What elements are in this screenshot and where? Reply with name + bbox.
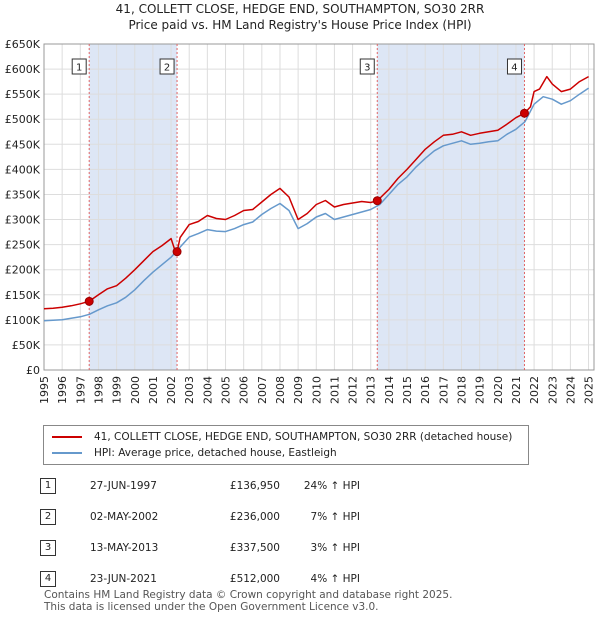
transactions-table: 1 27-JUN-1997 £136,950 24% ↑ HPI 2 02-MA… [40,470,360,594]
sale-marker-label: 2 [164,63,170,74]
chart-title-line1: 41, COLLETT CLOSE, HEDGE END, SOUTHAMPTO… [115,2,485,16]
sale-point [519,108,529,118]
x-tick-label: 2022 [528,376,541,404]
sale-number-badge: 2 [40,508,56,525]
x-tick-label: 2015 [401,376,414,404]
sale-date: 23-JUN-2021 [90,572,157,585]
x-tick-label: 2013 [365,376,378,404]
sale-hpi-change: 3% ↑ HPI [310,541,360,554]
sale-number-badge: 1 [40,477,56,494]
x-tick-label: 2011 [328,376,341,404]
x-tick-label: 2005 [220,376,233,404]
x-tick-label: 2001 [147,376,160,404]
legend-swatch-hpi [52,452,82,454]
x-tick-label: 1996 [56,376,69,404]
sale-date: 13-MAY-2013 [90,541,159,554]
x-tick-label: 1999 [111,376,124,404]
x-tick-label: 2018 [455,376,468,404]
chart-title-line2: Price paid vs. HM Land Registry's House … [128,18,472,32]
footer-copyright: Contains HM Land Registry data © Crown c… [44,589,453,601]
x-tick-label: 2010 [310,376,323,404]
sale-marker-box [506,58,522,75]
y-tick-label: £150K [5,289,41,302]
sale-price: £512,000 [229,572,280,585]
y-tick-label: £400K [5,163,41,176]
sale-price: £136,950 [229,479,280,492]
sale-date: 27-JUN-1997 [90,479,157,492]
x-tick-label: 2004 [201,376,214,404]
x-tick-label: 2003 [183,376,196,404]
y-tick-label: £300K [5,214,41,227]
sale-point [372,196,382,206]
legend: 41, COLLETT CLOSE, HEDGE END, SOUTHAMPTO… [43,425,529,465]
table-row: 2 02-MAY-2002 £236,000 7% ↑ HPI [40,501,360,532]
x-tick-label: 2002 [165,376,178,404]
y-tick-label: £450K [5,138,41,151]
x-tick-label: 2014 [383,376,396,404]
sale-marker-label: 4 [511,63,517,74]
legend-item-hpi: HPI: Average price, detached house, East… [52,445,337,461]
sale-price: £337,500 [229,541,280,554]
table-row: 3 13-MAY-2013 £337,500 3% ↑ HPI [40,532,360,563]
plot-frame [43,43,595,371]
x-tick-label: 2017 [437,376,450,404]
series-line-property [43,75,589,310]
x-tick-label: 2006 [238,376,251,404]
x-tick-label: 2020 [492,376,505,404]
y-tick-label: £350K [5,188,41,201]
table-row: 1 27-JUN-1997 £136,950 24% ↑ HPI [40,470,360,501]
y-tick-label: £500K [5,113,41,126]
sale-marker-label: 1 [76,63,82,74]
sale-point [84,296,94,306]
sale-marker-box [359,58,375,75]
y-tick-label: £100K [5,314,41,327]
y-tick-label: £200K [5,264,41,277]
sale-number-badge: 4 [40,570,56,587]
legend-label-property: 41, COLLETT CLOSE, HEDGE END, SOUTHAMPTO… [94,431,513,443]
shaded-range [89,44,178,370]
sale-marker-box [71,58,87,75]
x-tick-label: 2021 [510,376,523,404]
sale-point [172,247,182,257]
x-tick-label: 2025 [583,376,596,404]
y-tick-label: £50K [12,339,41,352]
footer-licence: This data is licensed under the Open Gov… [44,601,379,613]
x-tick-label: 1998 [92,376,105,404]
sale-hpi-change: 7% ↑ HPI [310,510,360,523]
y-tick-label: £600K [5,63,41,76]
legend-item-property: 41, COLLETT CLOSE, HEDGE END, SOUTHAMPTO… [52,429,512,445]
x-tick-label: 2012 [347,376,360,404]
series-line-hpi [43,87,590,322]
x-tick-label: 1995 [38,376,51,404]
sale-marker-box [159,58,175,75]
x-tick-label: 2019 [474,376,487,404]
x-tick-label: 2009 [292,376,305,404]
legend-swatch-property [52,436,82,438]
sale-price: £236,000 [229,510,280,523]
x-tick-label: 2000 [129,376,142,404]
x-tick-label: 2016 [419,376,432,404]
legend-label-hpi: HPI: Average price, detached house, East… [94,447,337,459]
y-tick-label: £0 [26,364,40,377]
table-row: 4 23-JUN-2021 £512,000 4% ↑ HPI [40,563,360,594]
y-tick-label: £250K [5,239,41,252]
x-tick-label: 2024 [564,376,577,404]
x-tick-label: 2023 [546,376,559,404]
y-tick-label: £550K [5,88,41,101]
sale-marker-label: 3 [364,63,370,74]
sale-hpi-change: 4% ↑ HPI [310,572,360,585]
x-tick-label: 2008 [274,376,287,404]
sale-number-badge: 3 [40,539,56,556]
sale-hpi-change: 24% ↑ HPI [303,479,360,492]
x-tick-label: 1997 [74,376,87,404]
shaded-range [377,44,525,370]
y-tick-label: £650K [5,38,41,51]
x-tick-label: 2007 [256,376,269,404]
price-chart: £0 £50K £100K £150K £200K £250K £300K £350K £400… [5,38,596,404]
sale-date: 02-MAY-2002 [90,510,159,523]
